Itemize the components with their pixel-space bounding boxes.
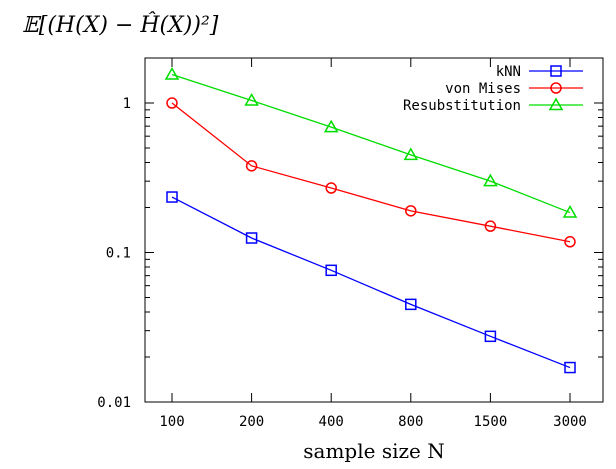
y-axis-ticks: 0.01 0.1 1 [97,57,603,411]
data-point-circle [245,160,258,172]
y-tick-label: 1 [123,96,131,112]
data-point-square [564,361,576,374]
legend-label: Resubstitution [403,98,521,114]
data-point-circle [405,205,417,217]
series-0 [166,191,576,374]
x-tick-label: 100 [159,414,184,430]
legend-label: kNN [496,64,521,80]
x-axis-label: sample size N [303,439,444,463]
data-point-circle [484,220,497,232]
data-point-triangle [483,173,498,187]
x-tick-label: 3000 [553,414,587,430]
data-point-triangle [403,147,419,161]
series-1 [166,97,576,248]
y-axis-label: 𝔼[(H(X) − Ĥ(X))²] [22,11,219,38]
data-point-triangle [164,67,180,80]
data-point-square [245,232,258,244]
data-point-square [484,330,497,343]
legend-label: von Mises [445,81,521,97]
data-point-square [405,298,417,311]
series-line [171,73,571,214]
legend-marker [550,82,562,94]
legend-marker [548,97,564,111]
data-point-circle [564,236,576,248]
y-tick-label: 0.01 [97,395,131,411]
data-point-square [325,264,337,277]
data-point-circle [166,97,178,109]
x-axis-ticks: 100 200 400 800 1500 3000 [159,58,587,430]
series-line [171,196,571,369]
series-layer [164,67,578,374]
data-point-circle [325,182,337,194]
series-line [171,102,571,243]
x-tick-label: 800 [398,414,423,430]
data-point-triangle [244,92,259,106]
data-point-triangle [323,119,339,133]
x-tick-label: 200 [239,414,264,430]
data-point-square [166,191,178,203]
y-tick-label: 0.1 [106,246,131,262]
plot-frame [144,57,604,403]
data-point-triangle [562,205,578,218]
x-tick-label: 400 [319,414,344,430]
series-2 [164,67,578,218]
legend-marker [550,65,562,77]
x-tick-label: 1500 [474,414,508,430]
